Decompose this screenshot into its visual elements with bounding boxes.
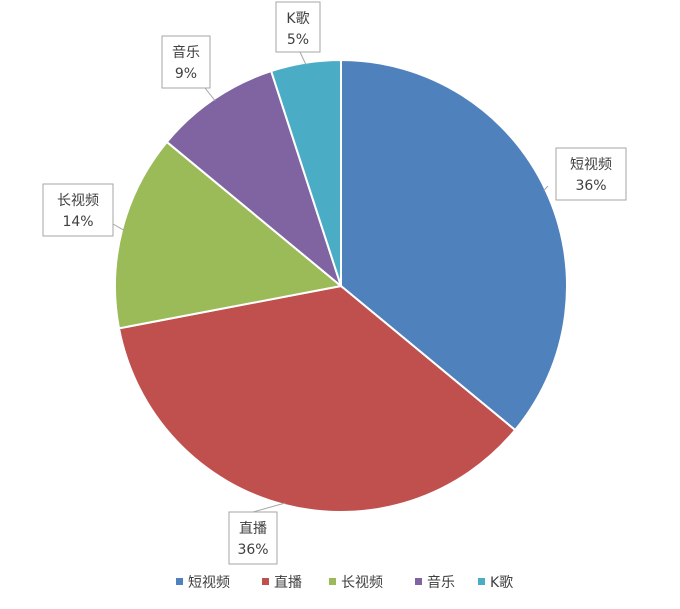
data-label-category-1: 直播 [239,520,267,537]
leader-line-4 [299,51,307,65]
data-label-value-0: 36% [575,178,606,194]
data-label-category-3: 音乐 [172,44,200,61]
leader-line-2 [112,223,125,231]
data-label-category-0: 短视频 [570,157,612,173]
data-label-value-2: 14% [62,214,93,230]
pie-slices [114,58,568,514]
data-label-value-3: 9% [175,66,197,82]
data-label-box-2 [42,183,114,237]
legend-swatch-3 [415,578,422,585]
pie-slice-4 [269,58,342,287]
leader-line-1 [252,502,286,513]
legend-swatch-0 [176,578,183,585]
data-label-box-1 [228,511,278,565]
legend-swatch-2 [329,578,336,585]
data-label-value-4: 5% [287,32,309,48]
legend-label-2: 长视频 [341,575,383,591]
leader-line-0 [543,185,549,191]
legend-label-3: 音乐 [427,574,455,591]
legend-label-0: 短视频 [188,575,230,591]
data-label-callouts: 短视频 36% 直播 36% 长视频 14% 音乐 9% K歌 5% [42,1,627,565]
legend-label-1: 直播 [274,574,302,591]
legend-swatch-4 [478,578,485,585]
data-label-box-0 [555,147,627,201]
legend-label-4: K歌 [490,575,513,591]
pie-slice-2 [114,140,344,330]
leader-line-3 [204,87,216,102]
data-label-category-4: K歌 [286,11,309,27]
data-label-box-4 [275,1,321,53]
pie-slice-0 [340,58,568,432]
pie-slice-1 [117,284,517,514]
legend: 短视频 直播 长视频 音乐 K歌 [176,574,513,591]
data-label-value-1: 36% [237,542,268,558]
data-label-box-3 [161,35,211,89]
legend-swatch-1 [262,578,269,585]
data-label-category-2: 长视频 [57,193,99,209]
